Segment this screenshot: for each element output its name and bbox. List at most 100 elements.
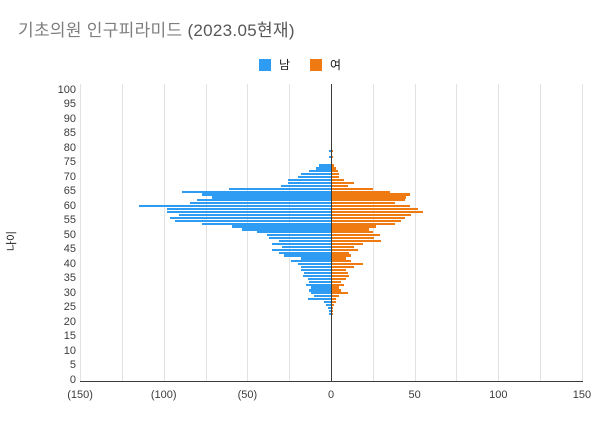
bar-female-55[interactable] xyxy=(331,219,402,222)
bar-female-31[interactable] xyxy=(331,289,342,292)
bar-male-70[interactable] xyxy=(297,176,331,179)
bar-male-43[interactable] xyxy=(284,254,331,257)
bar-male-41[interactable] xyxy=(290,260,331,263)
bar-female-68[interactable] xyxy=(331,181,355,185)
bar-male-77[interactable] xyxy=(329,155,331,158)
bar-female-70[interactable] xyxy=(331,176,340,179)
bar-male-50[interactable] xyxy=(267,234,331,237)
bar-male-55[interactable] xyxy=(175,219,331,222)
bar-male-36[interactable] xyxy=(302,274,331,277)
bar-female-37[interactable] xyxy=(331,271,348,275)
bar-female-53[interactable] xyxy=(331,225,377,228)
bar-female-36[interactable] xyxy=(331,274,350,277)
bar-female-65[interactable] xyxy=(331,190,390,193)
bar-male-67[interactable] xyxy=(280,184,331,187)
bar-male-26[interactable] xyxy=(325,303,331,307)
bar-female-42[interactable] xyxy=(331,257,347,260)
bar-male-59[interactable] xyxy=(167,208,331,211)
bar-female-38[interactable] xyxy=(331,269,347,272)
bar-male-29[interactable] xyxy=(314,295,331,298)
bar-female-46[interactable] xyxy=(331,245,355,248)
bar-male-62[interactable] xyxy=(197,199,331,202)
bar-male-49[interactable] xyxy=(269,237,331,240)
bar-male-69[interactable] xyxy=(287,178,331,182)
bar-male-65[interactable] xyxy=(182,190,331,193)
bar-male-51[interactable] xyxy=(257,231,331,234)
bar-female-51[interactable] xyxy=(331,231,373,234)
bar-female-48[interactable] xyxy=(331,239,382,243)
bar-male-38[interactable] xyxy=(300,269,331,272)
bar-female-30[interactable] xyxy=(331,292,348,295)
bar-female-67[interactable] xyxy=(331,184,348,187)
bar-male-46[interactable] xyxy=(282,245,331,248)
bar-male-66[interactable] xyxy=(228,187,331,190)
bar-female-61[interactable] xyxy=(331,202,395,205)
bar-male-32[interactable] xyxy=(310,286,331,289)
bar-female-35[interactable] xyxy=(331,277,347,280)
bar-female-73[interactable] xyxy=(331,167,337,170)
bar-female-32[interactable] xyxy=(331,286,340,289)
legend-item-male[interactable]: 남 xyxy=(258,56,290,73)
bar-male-40[interactable] xyxy=(297,263,331,266)
bar-female-50[interactable] xyxy=(331,234,380,237)
bar-female-40[interactable] xyxy=(331,263,363,266)
bar-female-60[interactable] xyxy=(331,205,410,208)
bar-male-61[interactable] xyxy=(190,202,331,205)
bar-female-49[interactable] xyxy=(331,237,375,240)
bar-female-72[interactable] xyxy=(331,170,338,173)
bar-male-53[interactable] xyxy=(232,225,331,228)
bar-male-31[interactable] xyxy=(309,289,331,292)
bar-female-66[interactable] xyxy=(331,187,373,190)
bar-male-48[interactable] xyxy=(279,239,331,243)
bar-male-72[interactable] xyxy=(309,170,331,173)
bar-female-54[interactable] xyxy=(331,222,395,225)
bar-male-57[interactable] xyxy=(178,213,331,216)
bar-female-74[interactable] xyxy=(331,164,335,167)
bar-male-58[interactable] xyxy=(167,210,331,214)
bar-male-30[interactable] xyxy=(310,292,331,295)
bar-male-23[interactable] xyxy=(329,312,331,315)
bar-male-34[interactable] xyxy=(309,280,331,283)
bar-female-56[interactable] xyxy=(331,216,405,219)
bar-male-68[interactable] xyxy=(287,181,331,185)
bar-male-42[interactable] xyxy=(300,257,331,260)
bar-female-41[interactable] xyxy=(331,260,352,263)
bar-male-47[interactable] xyxy=(272,242,331,246)
bar-female-34[interactable] xyxy=(331,280,342,283)
bar-male-45[interactable] xyxy=(272,248,331,251)
bar-male-25[interactable] xyxy=(327,306,331,309)
bar-male-71[interactable] xyxy=(300,173,331,176)
bar-male-44[interactable] xyxy=(279,251,331,254)
bar-female-57[interactable] xyxy=(331,213,412,216)
bar-female-28[interactable] xyxy=(331,298,337,301)
bar-male-39[interactable] xyxy=(300,266,331,269)
bar-male-73[interactable] xyxy=(315,167,331,170)
bar-female-64[interactable] xyxy=(331,193,410,196)
bar-male-33[interactable] xyxy=(305,283,331,286)
bar-female-43[interactable] xyxy=(331,254,352,257)
bar-female-33[interactable] xyxy=(331,283,345,286)
bar-female-29[interactable] xyxy=(331,295,340,298)
bar-male-63[interactable] xyxy=(212,196,331,199)
bar-male-79[interactable] xyxy=(329,149,331,153)
bar-male-28[interactable] xyxy=(307,298,331,301)
bar-male-54[interactable] xyxy=(202,222,331,225)
bar-female-26[interactable] xyxy=(331,303,335,307)
bar-female-44[interactable] xyxy=(331,251,350,254)
bar-male-37[interactable] xyxy=(304,271,331,275)
bar-male-27[interactable] xyxy=(324,300,331,304)
bar-male-24[interactable] xyxy=(329,309,331,312)
bar-female-69[interactable] xyxy=(331,178,345,182)
legend-item-female[interactable]: 여 xyxy=(310,56,341,73)
bar-male-64[interactable] xyxy=(202,193,331,196)
bar-female-45[interactable] xyxy=(331,248,358,251)
bar-female-63[interactable] xyxy=(331,196,407,199)
bar-female-58[interactable] xyxy=(331,210,423,214)
bar-female-71[interactable] xyxy=(331,173,340,176)
bar-female-47[interactable] xyxy=(331,242,363,246)
bar-male-56[interactable] xyxy=(170,216,331,219)
bar-female-52[interactable] xyxy=(331,228,370,231)
bar-female-62[interactable] xyxy=(331,199,405,202)
bar-male-52[interactable] xyxy=(242,228,331,231)
bar-female-59[interactable] xyxy=(331,208,418,211)
